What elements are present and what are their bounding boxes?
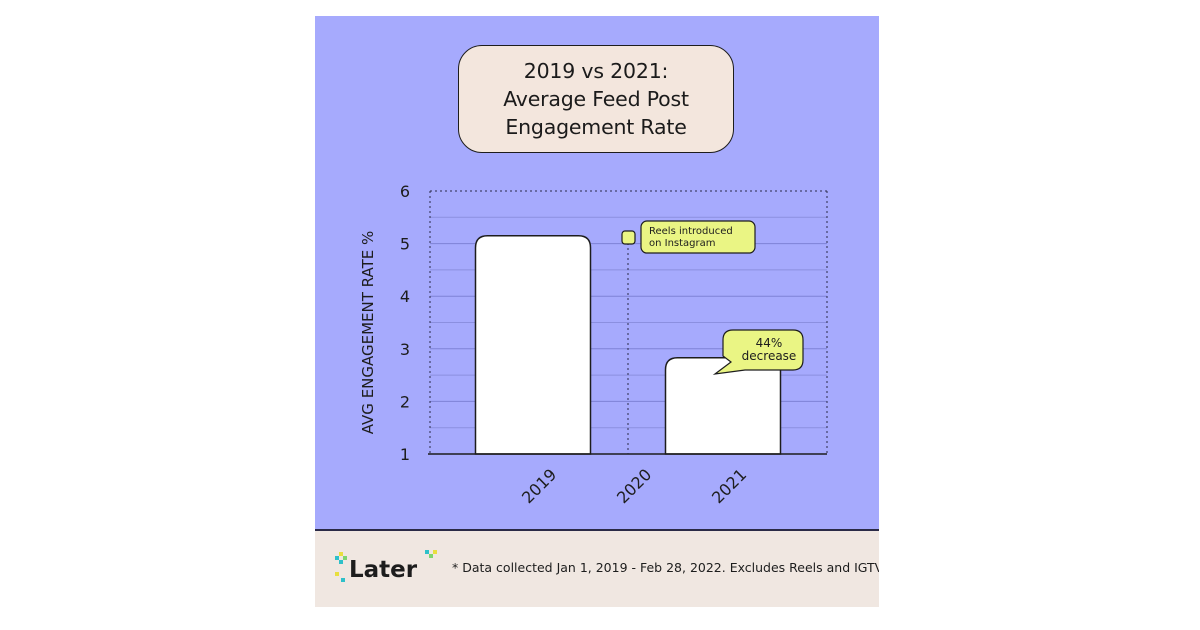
y-tick-label: 5 xyxy=(400,235,410,254)
y-tick-label: 3 xyxy=(400,340,410,359)
y-tick-label: 6 xyxy=(400,182,410,201)
y-tick-label: 2 xyxy=(400,392,410,411)
footer-divider xyxy=(315,529,879,531)
x-tick-label-2021: 2021 xyxy=(708,465,750,507)
bar-chart: 1 2 3 4 5 6 AVG ENGAGEMENT RATE % 2019 2020 2021 R… xyxy=(359,182,828,507)
reels-callout-box xyxy=(640,220,756,254)
decrease-callout-bubble xyxy=(712,329,804,375)
decrease-callout-text: decrease xyxy=(742,349,797,363)
infographic-card: 2019 vs 2021: Average Feed Post Engageme… xyxy=(315,16,879,607)
logo-text: Later xyxy=(349,557,418,583)
y-tick-label: 1 xyxy=(400,445,410,464)
bar-2019 xyxy=(474,234,592,455)
x-tick-label-2020: 2020 xyxy=(613,465,655,507)
decrease-callout-text: 44% xyxy=(756,336,783,350)
y-axis-label: AVG ENGAGEMENT RATE % xyxy=(359,231,377,435)
footer-note: * Data collected Jan 1, 2019 - Feb 28, 2… xyxy=(452,560,879,575)
reels-callout-text: Reels introduced xyxy=(649,226,733,237)
chart-title-line-2: Average Feed Post xyxy=(503,87,689,111)
x-tick-label-2019: 2019 xyxy=(518,465,560,507)
later-logo: Later xyxy=(335,550,437,583)
reels-marker xyxy=(621,230,636,245)
chart-title-line-1: 2019 vs 2021: xyxy=(523,59,669,83)
y-tick-label: 4 xyxy=(400,287,410,306)
chart-title: 2019 vs 2021: Average Feed Post Engageme… xyxy=(458,45,734,153)
reels-callout-text: on Instagram xyxy=(649,238,716,249)
chart-title-line-3: Engagement Rate xyxy=(505,115,687,139)
